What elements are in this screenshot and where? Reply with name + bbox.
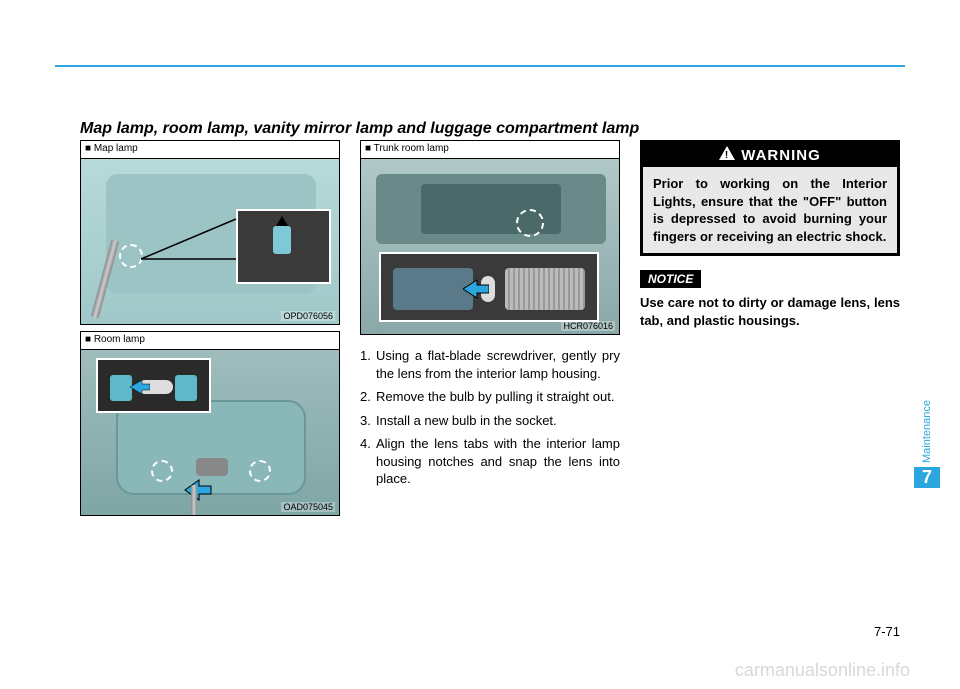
top-rule bbox=[55, 65, 905, 67]
figure-room-lamp: ■ Room lamp OAD075045 bbox=[80, 331, 340, 516]
step-item: 1. Using a flat-blade screwdriver, gentl… bbox=[360, 347, 620, 382]
step-item: 4. Align the lens tabs with the interior… bbox=[360, 435, 620, 488]
warning-header: ! WARNING bbox=[643, 143, 897, 167]
warning-icon: ! bbox=[719, 146, 735, 164]
step-text: Install a new bulb in the socket. bbox=[376, 412, 620, 430]
figure-code: OAD075045 bbox=[281, 502, 335, 512]
watermark: carmanualsonline.info bbox=[735, 660, 910, 681]
figure-code: HCR076016 bbox=[561, 321, 615, 331]
notice-text: Use care not to dirty or damage lens, le… bbox=[640, 294, 900, 329]
warning-label: WARNING bbox=[741, 147, 821, 164]
arrow-icon bbox=[463, 278, 489, 300]
notice-label: NOTICE bbox=[640, 270, 701, 288]
figure-code: OPD076056 bbox=[281, 311, 335, 321]
step-number: 4. bbox=[360, 435, 376, 488]
figure-image: OAD075045 bbox=[81, 350, 339, 515]
arrow-icon bbox=[181, 478, 213, 502]
figure-image: OPD076056 bbox=[81, 159, 339, 324]
column-3: ! WARNING Prior to working on the Interi… bbox=[640, 140, 900, 329]
column-2: ■ Trunk room lamp HCR076016 1. Using a f… bbox=[360, 140, 620, 494]
notice-block: NOTICE Use care not to dirty or damage l… bbox=[640, 270, 900, 329]
svg-text:!: ! bbox=[725, 150, 729, 160]
steps-list: 1. Using a flat-blade screwdriver, gentl… bbox=[360, 347, 620, 488]
arrow-icon bbox=[130, 378, 150, 396]
step-text: Align the lens tabs with the interior la… bbox=[376, 435, 620, 488]
warning-box: ! WARNING Prior to working on the Interi… bbox=[640, 140, 900, 256]
figure-caption: ■ Trunk room lamp bbox=[361, 141, 619, 159]
section-title: Map lamp, room lamp, vanity mirror lamp … bbox=[80, 120, 639, 138]
step-number: 1. bbox=[360, 347, 376, 382]
callout-line-icon bbox=[141, 214, 241, 264]
warning-body: Prior to working on the Interior Lights,… bbox=[643, 167, 897, 253]
step-text: Using a flat-blade screwdriver, gently p… bbox=[376, 347, 620, 382]
figure-caption: ■ Map lamp bbox=[81, 141, 339, 159]
column-1: ■ Map lamp OPD076056 ■ Room lamp bbox=[80, 140, 340, 522]
figure-trunk-lamp: ■ Trunk room lamp HCR076016 bbox=[360, 140, 620, 335]
side-tab-label: Maintenance bbox=[921, 400, 933, 463]
step-number: 2. bbox=[360, 388, 376, 406]
side-tab: Maintenance 7 bbox=[914, 400, 940, 460]
figure-image: HCR076016 bbox=[361, 159, 619, 334]
step-item: 3. Install a new bulb in the socket. bbox=[360, 412, 620, 430]
figure-map-lamp: ■ Map lamp OPD076056 bbox=[80, 140, 340, 325]
side-tab-number: 7 bbox=[914, 467, 940, 488]
step-item: 2. Remove the bulb by pulling it straigh… bbox=[360, 388, 620, 406]
figure-caption: ■ Room lamp bbox=[81, 332, 339, 350]
page-number: 7-71 bbox=[874, 624, 900, 639]
step-text: Remove the bulb by pulling it straight o… bbox=[376, 388, 620, 406]
step-number: 3. bbox=[360, 412, 376, 430]
